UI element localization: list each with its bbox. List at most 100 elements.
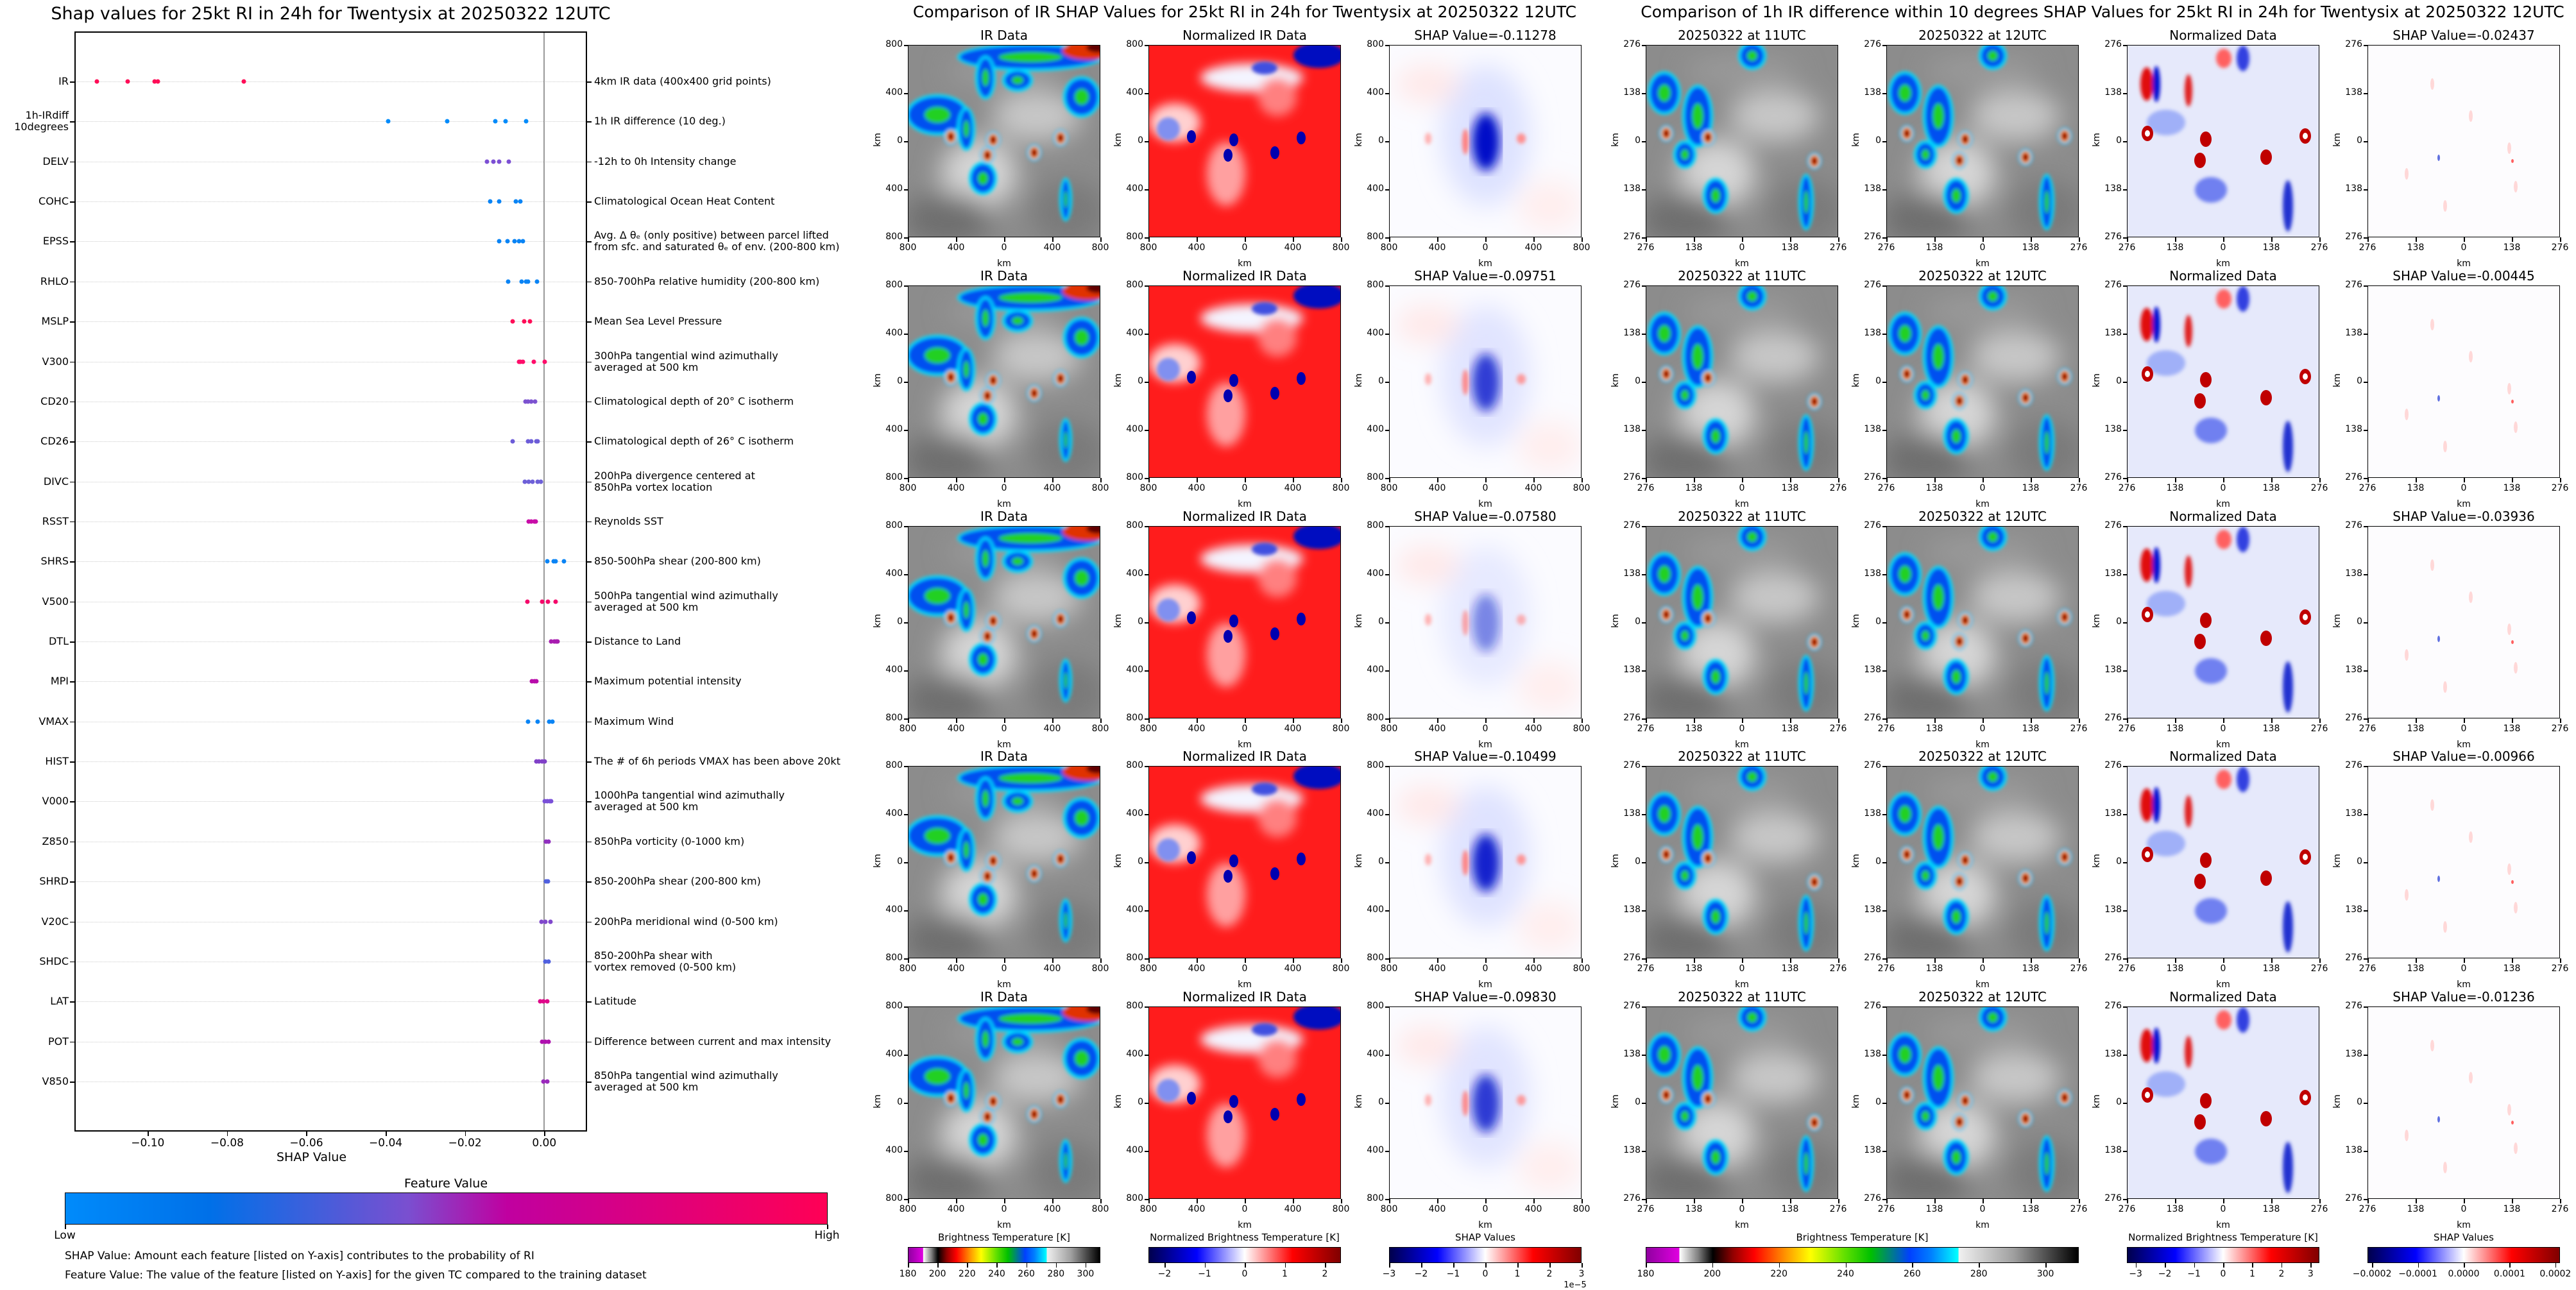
panel-x-tick-label: 0: [2220, 483, 2226, 493]
y-tick-right: [587, 961, 592, 963]
panel-y-tick-label: 400: [1367, 904, 1384, 915]
panel-x-tick-label: 0: [1979, 724, 1986, 734]
colorbar-tick: [2464, 1263, 2465, 1268]
feature-description: Difference between current and max inten…: [594, 1035, 832, 1048]
panel-x-tick: [2367, 237, 2369, 242]
panel-x-axis-label: km: [1975, 499, 1990, 509]
panel-y-tick: [2364, 958, 2368, 960]
panel-x-tick: [1838, 958, 1839, 963]
panel-x-tick-label: 276: [2310, 242, 2328, 253]
shap-map-panel: [1389, 285, 1582, 478]
panel-y-tick-label: 138: [1623, 1145, 1641, 1155]
panel-x-tick: [2271, 718, 2273, 723]
feature-description: Climatological depth of 20° C isotherm: [594, 395, 794, 407]
y-tick-right: [587, 401, 592, 403]
feature-label: LAT: [50, 995, 69, 1008]
feature-description: Mean Sea Level Pressure: [594, 315, 722, 328]
shap-dot: [546, 839, 551, 844]
normalized-map-panel: [2127, 1006, 2319, 1199]
panel-x-tick: [1052, 237, 1053, 242]
panel-y-tick-label: 276: [1864, 713, 1881, 723]
panel-x-tick-label: 0: [1482, 724, 1488, 734]
panel-x-tick-label: 0: [2220, 963, 2226, 974]
panel-x-tick: [2464, 478, 2465, 482]
colorbar-tick-label: 3: [2307, 1269, 2314, 1279]
panel-y-tick: [2123, 1103, 2128, 1104]
colorbar-tick-label: −0.0001: [2398, 1269, 2437, 1279]
panel-y-tick-label: 400: [1367, 328, 1384, 338]
panel-y-tick-label: 138: [2104, 665, 2122, 675]
panel-y-tick: [2364, 1055, 2368, 1056]
panel-y-tick-label: 800: [1367, 1001, 1384, 1011]
panel-y-tick: [1385, 526, 1390, 527]
panel-x-tick: [1004, 237, 1005, 242]
panel-y-tick-label: 276: [2345, 953, 2362, 963]
panel-y-tick: [1385, 1055, 1390, 1056]
panel-y-tick-label: 276: [2104, 760, 2122, 770]
panel-x-tick-label: 0: [1482, 963, 1488, 974]
panel-x-tick: [1934, 718, 1936, 723]
panel-y-tick: [2123, 334, 2128, 335]
feature-description: Maximum Wind: [594, 715, 674, 727]
panel-title: SHAP Value=-0.09751: [1414, 268, 1557, 284]
panel-y-tick: [1642, 766, 1646, 767]
panel-y-tick: [1882, 1199, 1887, 1200]
panel-x-tick-label: 0: [1241, 1204, 1248, 1214]
panel-x-tick-label: 400: [1284, 963, 1302, 974]
panel-y-tick: [1385, 814, 1390, 815]
panel-y-tick: [2123, 1151, 2128, 1152]
panel-y-axis-label: km: [872, 133, 883, 147]
panel-y-tick-label: 276: [1623, 713, 1641, 723]
panel-title: SHAP Value=-0.00445: [2393, 268, 2535, 284]
panel-y-axis-label: km: [1113, 133, 1123, 147]
feature-description: 4km IR data (400x400 grid points): [594, 75, 771, 87]
panel-y-tick: [2123, 766, 2128, 767]
shap-dot: [538, 999, 543, 1004]
panel-x-tick-label: 276: [2310, 483, 2328, 493]
normalized-map-panel: [1148, 766, 1341, 958]
shap-dot: [530, 479, 535, 484]
shap-dot: [539, 919, 544, 924]
panel-y-tick-label: 138: [2104, 568, 2122, 579]
panel-y-tick: [1642, 1055, 1646, 1056]
panel-y-tick-label: 800: [1367, 760, 1384, 770]
panel-y-tick-label: 138: [1864, 87, 1881, 98]
panel-y-tick: [1385, 93, 1390, 94]
panel-y-tick: [2364, 189, 2368, 191]
panel-y-tick: [1642, 189, 1646, 191]
panel-x-tick-label: 138: [2022, 483, 2040, 493]
panel-x-axis-label: km: [997, 259, 1011, 269]
panel-x-tick: [1197, 958, 1198, 963]
panel-x-tick: [2416, 237, 2417, 242]
panel-y-axis-label: km: [2332, 373, 2342, 387]
panel-y-tick: [1642, 237, 1646, 239]
panel-title: IR Data: [980, 268, 1028, 284]
colorbar-tick-label: 300: [2036, 1269, 2054, 1279]
panel-y-tick-label: 800: [885, 1193, 903, 1203]
y-tick: [70, 881, 74, 883]
panel-x-tick: [2127, 1199, 2128, 1203]
panel-y-tick-label: 800: [885, 520, 903, 530]
feature-label: DIVC: [43, 475, 69, 488]
shap-dot: [497, 159, 502, 164]
panel-y-tick: [2364, 862, 2368, 863]
panel-x-tick: [1983, 958, 1984, 963]
panel-y-tick: [2364, 334, 2368, 335]
panel-y-tick: [2123, 45, 2128, 46]
panel-y-tick-label: 276: [2345, 760, 2362, 770]
y-tick-right: [587, 561, 592, 563]
panel-x-tick-label: 0: [2220, 724, 2226, 734]
colorbar-tick-label: 220: [958, 1269, 976, 1279]
y-tick-right: [587, 121, 592, 123]
panel-x-tick: [2175, 478, 2176, 482]
shap-dot: [549, 799, 554, 804]
panel-x-tick: [908, 478, 909, 482]
panel-y-tick-label: 276: [2345, 472, 2362, 482]
panel-title: 20250322 at 11UTC: [1678, 989, 1806, 1005]
colorbar-tick: [1055, 1263, 1057, 1268]
panel-y-tick-label: 400: [1126, 808, 1143, 819]
panel-y-tick-label: 138: [1623, 87, 1641, 98]
panel-y-tick-label: 138: [1864, 808, 1881, 819]
panel-x-tick: [2367, 958, 2369, 963]
panel-x-tick: [1341, 1199, 1342, 1203]
